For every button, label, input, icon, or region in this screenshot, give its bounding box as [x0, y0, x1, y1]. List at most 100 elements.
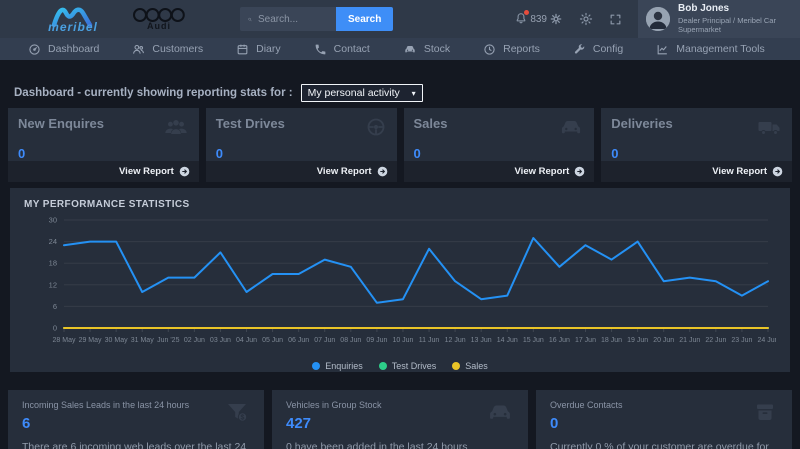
stat-card-new-enquires: New Enquires 0 View Report: [8, 108, 199, 182]
chart-legend: Enquiries Test Drives Sales: [24, 361, 776, 371]
stat-title: New Enquires: [18, 116, 104, 131]
legend-dot: [452, 362, 461, 370]
info-description: 0 have been added in the last 24 hours: [286, 441, 468, 449]
view-report-label: View Report: [712, 166, 767, 177]
search-input[interactable]: [258, 13, 328, 25]
phone-icon: [315, 44, 326, 54]
legend-label: Enquiries: [325, 361, 363, 371]
stat-card-deliveries: Deliveries 0 View Report: [601, 108, 792, 182]
chart-x-tick-label: 30 May: [105, 337, 128, 344]
svg-text:$: $: [241, 414, 245, 421]
chevron-down-icon: ▾: [411, 88, 416, 98]
nav-label: Dashboard: [48, 43, 100, 55]
nav-item-dashboard[interactable]: Dashboard: [28, 43, 99, 56]
fullscreen-icon[interactable]: [609, 13, 622, 26]
chart-x-tick-label: 20 Jun: [653, 337, 674, 344]
chart-x-tick-label: 03 Jun: [210, 337, 231, 344]
chart-y-tick-label: 0: [53, 324, 57, 333]
view-report-label: View Report: [119, 166, 174, 177]
search-icon: [248, 17, 252, 21]
notifications-bell-icon[interactable]: [514, 10, 530, 26]
app-header: meribel Audi Search 839: [0, 0, 800, 38]
legend-label: Sales: [465, 361, 488, 371]
activity-filter-select[interactable]: My personal activity ▾: [300, 84, 423, 102]
chart-line-icon: [657, 44, 668, 54]
users-icon: [133, 44, 145, 54]
nav-label: Stock: [423, 43, 451, 55]
nav-item-diary[interactable]: Diary: [236, 43, 281, 56]
chart-y-tick-label: 30: [49, 216, 57, 225]
view-report-link[interactable]: View Report: [8, 161, 199, 182]
info-card-row: Incoming Sales Leads in the last 24 hour…: [8, 390, 792, 449]
nav-label: Reports: [503, 43, 540, 55]
arrow-circle-icon: [574, 166, 585, 177]
nav-item-management-tools[interactable]: Management Tools: [656, 43, 765, 56]
car-icon: [405, 45, 415, 52]
stat-title: Sales: [413, 116, 448, 131]
main-nav: Dashboard Customers Diary Contact Stock …: [0, 38, 800, 60]
view-report-link[interactable]: View Report: [601, 161, 792, 182]
settings-gear-icon[interactable]: [549, 12, 563, 26]
info-title: Incoming Sales Leads in the last 24 hour…: [22, 400, 190, 410]
arrow-circle-icon: [377, 166, 387, 177]
legend-label: Test Drives: [391, 361, 437, 371]
dashboard-title-row: Dashboard - currently showing reporting …: [14, 84, 786, 102]
activity-filter-value: My personal activity: [307, 87, 400, 99]
car-icon: [558, 116, 584, 143]
legend-item-enquiries[interactable]: Enquiries: [312, 361, 363, 371]
info-card-incoming-leads: Incoming Sales Leads in the last 24 hour…: [8, 390, 264, 449]
chart-x-tick-label: 10 Jun: [392, 337, 413, 344]
chart-x-tick-label: 02 Jun: [184, 337, 205, 344]
legend-item-sales[interactable]: Sales: [452, 361, 488, 371]
nav-item-stock[interactable]: Stock: [403, 43, 450, 56]
nav-item-reports[interactable]: Reports: [483, 43, 540, 56]
clock-icon: [484, 43, 495, 55]
user-role: Dealer Principal / Meribel Car Supermark…: [678, 15, 776, 35]
chart-y-tick-label: 12: [49, 280, 57, 289]
notification-dot: [524, 10, 530, 15]
stat-value: 0: [215, 146, 223, 161]
legend-item-test-drives[interactable]: Test Drives: [378, 361, 437, 371]
theme-toggle-sun-icon[interactable]: [579, 12, 593, 26]
meribel-m-icon: [51, 7, 93, 27]
header-actions: 839: [514, 0, 800, 38]
chart-x-tick-label: 18 Jun: [601, 337, 622, 344]
info-title: Overdue Contacts: [550, 400, 623, 410]
chart-x-tick-label: 14 Jun: [497, 337, 518, 344]
info-title: Vehicles in Group Stock: [286, 400, 382, 410]
users-group-icon: [163, 116, 189, 143]
chart-x-tick-label: 28 May: [53, 337, 76, 344]
performance-chart: 0 6 12 18 24 30 28 May 29 May 30 May 31 May Jun '2…: [49, 216, 779, 345]
chart-x-tick-label: 08 Jun: [340, 337, 361, 344]
chart-x-tick-label: 31 May: [131, 337, 154, 344]
info-value: 427: [286, 415, 312, 432]
arrow-circle-icon: [179, 166, 190, 177]
chart-x-tick-label: 09 Jun: [366, 337, 387, 344]
nav-item-contact[interactable]: Contact: [314, 43, 370, 56]
chart-x-tick-label: 13 Jun: [471, 337, 492, 344]
user-menu[interactable]: Bob Jones Dealer Principal / Meribel Car…: [638, 0, 800, 38]
chart-x-tick-label: 24 Jun: [757, 337, 776, 344]
search-button[interactable]: Search: [336, 7, 394, 31]
stat-card-row: New Enquires 0 View Report Test Drives: [8, 108, 792, 182]
view-report-label: View Report: [514, 166, 570, 177]
meribel-logo[interactable]: meribel: [30, 5, 116, 34]
search-box: Search: [240, 7, 394, 31]
stat-title: Deliveries: [611, 116, 673, 131]
page-title: Dashboard - currently showing reporting …: [14, 87, 293, 99]
chart-series-line-enquiries: [63, 237, 769, 304]
chart-x-tick-label: 05 Jun: [262, 337, 283, 344]
truck-icon: [756, 116, 782, 143]
avatar: [646, 7, 670, 31]
notification-count: 839: [530, 13, 547, 25]
chart-x-tick-label: 29 May: [79, 337, 102, 344]
view-report-link[interactable]: View Report: [205, 161, 397, 182]
info-card-overdue-contacts: Overdue Contacts 0 Currently 0 % of your…: [536, 390, 792, 449]
info-description: Currently 0 % of your customer are overd…: [550, 441, 769, 449]
nav-item-customers[interactable]: Customers: [132, 43, 203, 56]
car-icon: [486, 400, 514, 429]
chart-x-tick-label: 19 Jun: [627, 337, 648, 344]
arrow-circle-icon: [772, 166, 783, 177]
view-report-link[interactable]: View Report: [403, 161, 595, 182]
nav-item-config[interactable]: Config: [573, 43, 623, 56]
